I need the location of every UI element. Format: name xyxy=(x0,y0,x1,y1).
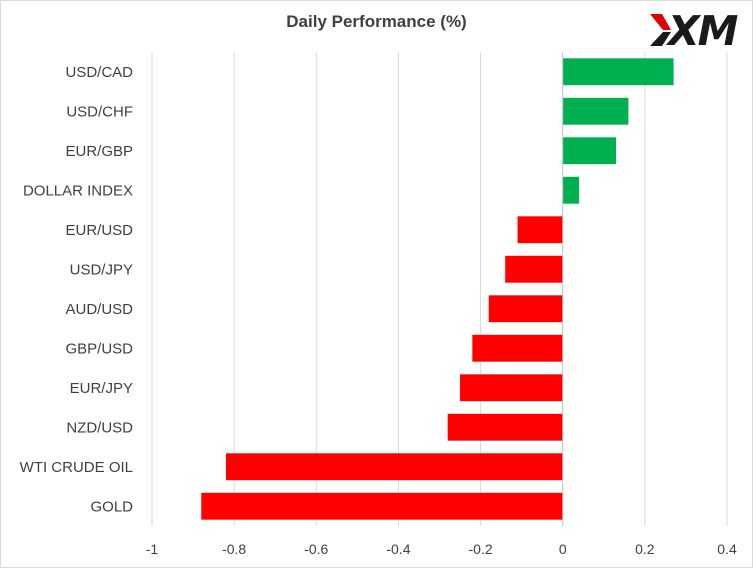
x-tick-label-6: 0.2 xyxy=(635,541,655,557)
logo-dark-shape xyxy=(650,32,671,46)
category-label-1: USD/CHF xyxy=(66,103,133,120)
category-label-7: GBP/USD xyxy=(65,340,133,357)
bar-6 xyxy=(488,295,563,323)
category-label-2: EUR/GBP xyxy=(65,143,133,160)
category-label-9: NZD/USD xyxy=(66,419,133,436)
bar-8 xyxy=(460,374,563,402)
xm-logo: XM xyxy=(648,6,744,55)
category-labels: USD/CAD USD/CHF EUR/GBP DOLLAR INDEX EUR/USD… xyxy=(20,64,134,516)
bar-2 xyxy=(562,137,617,165)
bar-0 xyxy=(562,58,674,86)
category-label-6: AUD/USD xyxy=(65,301,133,318)
x-tick-label-3: -0.4 xyxy=(386,541,410,557)
category-label-11: GOLD xyxy=(90,498,133,515)
chart-title: Daily Performance (%) xyxy=(286,12,467,31)
tick-labels: -1 -0.8 -0.6 -0.4 -0.2 0 0.2 0.4 xyxy=(146,541,737,557)
x-tick-label-5: 0 xyxy=(559,541,567,557)
bar-5 xyxy=(505,255,563,283)
bar-7 xyxy=(472,334,563,362)
bar-4 xyxy=(517,216,563,244)
bar-3 xyxy=(562,176,580,204)
x-tick-label-1: -0.8 xyxy=(222,541,246,557)
xm-logo-mark: XM xyxy=(650,7,740,55)
x-tick-label-0: -1 xyxy=(146,541,159,557)
bar-9 xyxy=(447,413,563,441)
bar-10 xyxy=(225,453,563,481)
category-label-4: EUR/USD xyxy=(65,222,133,239)
x-tick-label-7: 0.4 xyxy=(717,541,737,557)
category-label-5: USD/JPY xyxy=(70,261,133,278)
category-label-3: DOLLAR INDEX xyxy=(23,182,133,199)
bars xyxy=(201,58,674,520)
category-label-8: EUR/JPY xyxy=(70,380,133,397)
grid-lines xyxy=(151,52,728,526)
x-tick-label-4: -0.2 xyxy=(469,541,493,557)
x-tick-label-2: -0.6 xyxy=(304,541,328,557)
logo-text: XM xyxy=(665,7,738,52)
bar-1 xyxy=(562,97,629,125)
logo-accent-shape xyxy=(650,14,671,30)
category-label-0: USD/CAD xyxy=(65,64,133,81)
category-label-10: WTI CRUDE OIL xyxy=(20,459,133,476)
bar-11 xyxy=(201,492,563,520)
